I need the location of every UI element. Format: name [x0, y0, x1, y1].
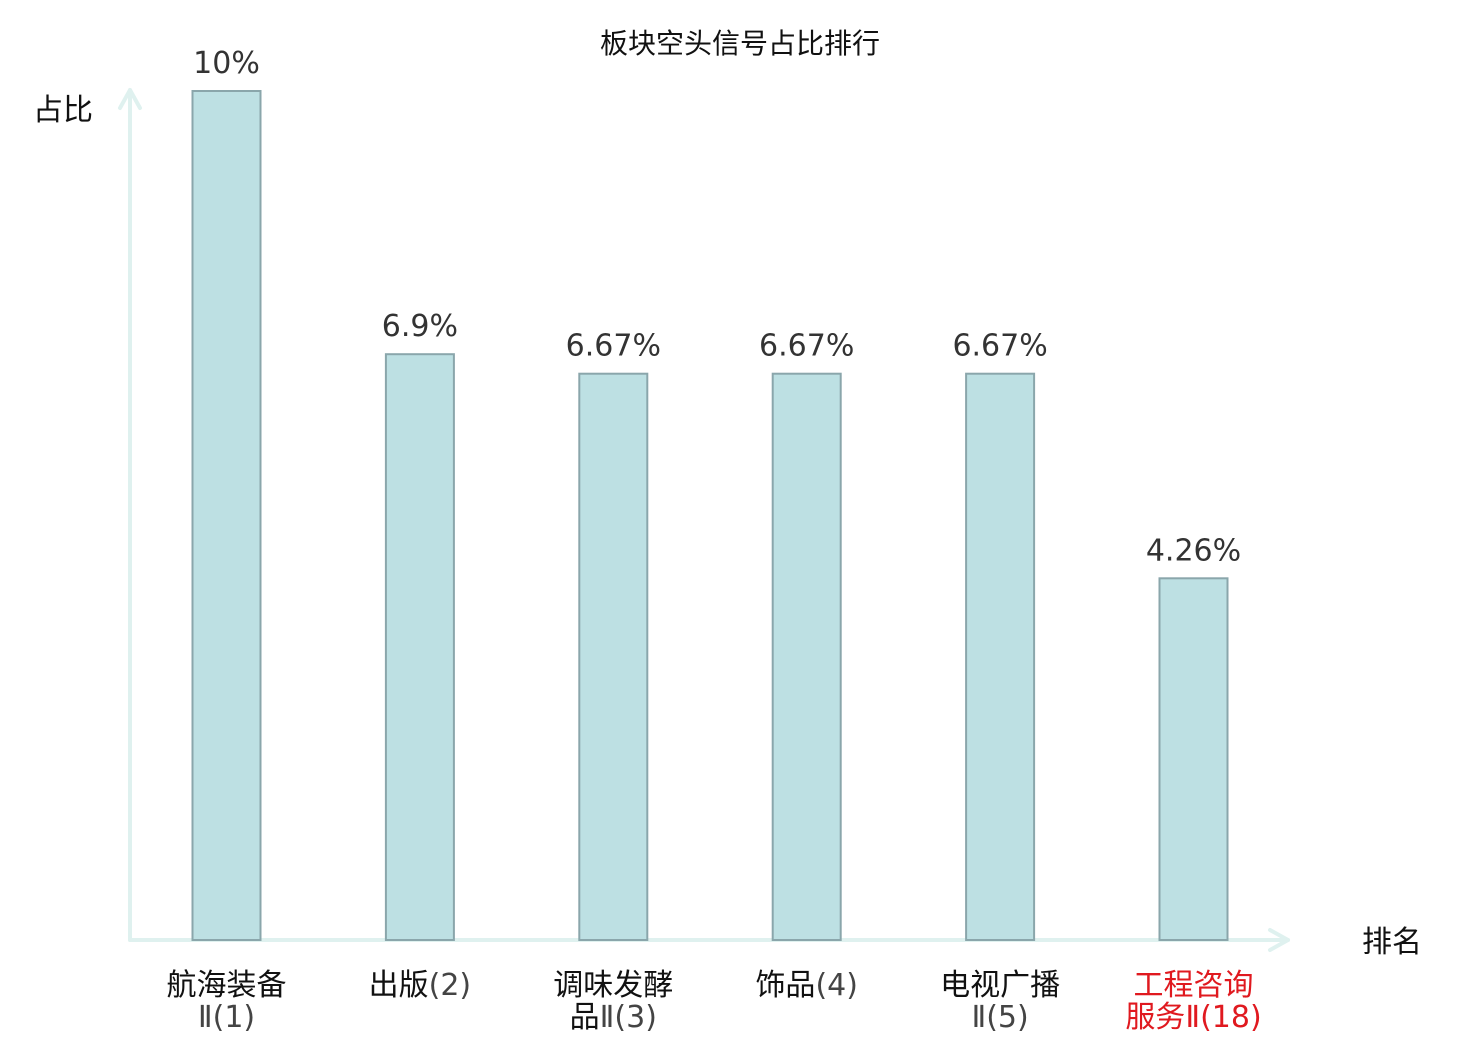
- category-label-1-line-2: Ⅱ(1): [198, 1000, 255, 1035]
- bar-1: [191, 90, 262, 941]
- category-label-3-line-1: 调味发酵: [553, 968, 673, 1003]
- value-label-5: 6.67%: [952, 329, 1047, 364]
- value-labels: 10% 6.9% 6.67% 6.67% 6.67% 4.26%: [193, 46, 1241, 568]
- category-label-4-line-1: 饰品(4): [755, 968, 858, 1003]
- bar-6: [1158, 577, 1229, 941]
- category-name: 电视广播: [940, 968, 1060, 1003]
- value-label-1: 10%: [193, 46, 260, 81]
- axes: [118, 88, 1290, 952]
- bar-2: [384, 353, 455, 941]
- category-name: 服务: [1125, 1000, 1185, 1035]
- category-rank: Ⅱ(18): [1185, 1000, 1261, 1035]
- category-label-5-line-2: Ⅱ(5): [971, 1000, 1028, 1035]
- value-label-2: 6.9%: [382, 309, 458, 344]
- category-rank: Ⅱ(1): [198, 1000, 255, 1035]
- x-axis-title: 排名: [1362, 925, 1422, 960]
- category-rank: Ⅱ(5): [971, 1000, 1028, 1035]
- category-label-6-line-1: 工程咨询: [1134, 968, 1254, 1003]
- value-label-6: 4.26%: [1146, 533, 1241, 568]
- category-name: 品: [570, 1000, 600, 1035]
- bar-4: [771, 372, 842, 941]
- value-label-4: 6.67%: [759, 329, 854, 364]
- chart-title: 板块空头信号占比排行: [600, 27, 880, 60]
- category-rank: (2): [429, 968, 472, 1003]
- bar-5: [965, 372, 1036, 941]
- category-label-2-line-1: 出版(2): [369, 968, 472, 1003]
- value-label-3: 6.67%: [566, 329, 661, 364]
- bars: [191, 90, 1229, 941]
- category-rank: Ⅱ(3): [600, 1000, 657, 1035]
- bar-3: [578, 372, 649, 941]
- y-axis-title: 占比: [33, 93, 93, 128]
- category-label-1-line-1: 航海装备: [167, 968, 287, 1003]
- category-name: 航海装备: [167, 968, 287, 1003]
- y-axis-arrow: [118, 88, 142, 110]
- category-name: 调味发酵: [553, 968, 673, 1003]
- x-axis-arrow: [1268, 928, 1290, 952]
- category-label-5-line-1: 电视广播: [940, 968, 1060, 1003]
- category-name: 饰品: [755, 968, 815, 1003]
- category-rank: (4): [815, 968, 858, 1003]
- category-name: 工程咨询: [1134, 968, 1254, 1003]
- category-label-6-line-2: 服务Ⅱ(18): [1125, 1000, 1261, 1035]
- category-name: 出版: [369, 968, 429, 1003]
- category-label-3-line-2: 品Ⅱ(3): [570, 1000, 657, 1035]
